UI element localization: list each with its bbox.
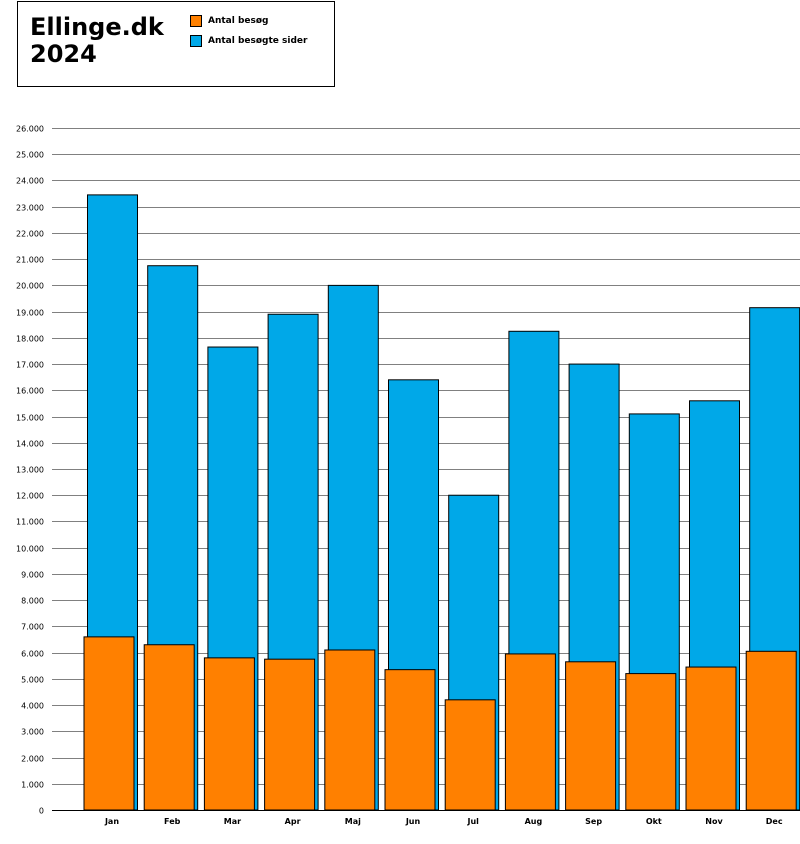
x-tick-label: Mar: [224, 817, 241, 826]
x-tick-label: Feb: [164, 817, 181, 826]
legend-swatch-visits: [190, 15, 202, 27]
x-tick-label: Sep: [585, 817, 602, 826]
x-tick-label: Dec: [766, 817, 783, 826]
bar-visits-Feb: [143, 644, 195, 811]
x-tick-label: Jun: [405, 817, 421, 826]
x-tick-label: Jan: [104, 817, 119, 826]
x-tick-label: Maj: [345, 817, 361, 826]
y-tick-label: 23.000: [16, 204, 44, 213]
x-tick-label: Aug: [525, 817, 543, 826]
y-tick-label: 18.000: [16, 335, 44, 344]
y-tick-label: 13.000: [16, 466, 44, 475]
chart-title-line1: Ellinge.dk: [30, 13, 164, 41]
y-tick-label: 26.000: [16, 125, 44, 134]
legend-swatch-pages: [190, 35, 202, 47]
legend-box: Ellinge.dk 2024 Antal besøg Antal besøgt…: [17, 1, 335, 87]
y-tick-label: 0: [39, 807, 44, 816]
bar-visits-Sep: [565, 661, 617, 811]
bar-visits-Jan: [83, 636, 135, 811]
y-tick-label: 20.000: [16, 282, 44, 291]
y-tick-label: 10.000: [16, 545, 44, 554]
bar-visits-Nov: [685, 666, 737, 811]
y-tick-label: 25.000: [16, 151, 44, 160]
y-tick-label: 21.000: [16, 256, 44, 265]
legend-label-visits: Antal besøg: [208, 16, 269, 26]
y-tick-label: 7.000: [21, 623, 44, 632]
bar-visits-Maj: [324, 649, 376, 811]
y-tick-label: 11.000: [16, 518, 44, 527]
y-tick-label: 19.000: [16, 309, 44, 318]
y-tick-label: 16.000: [16, 387, 44, 396]
legend-item-pages: Antal besøgte sider: [190, 34, 307, 48]
x-tick-label: Nov: [705, 817, 723, 826]
bar-visits-Aug: [504, 653, 556, 811]
y-tick-label: 3.000: [21, 728, 44, 737]
y-tick-label: 1.000: [21, 781, 44, 790]
y-tick-label: 15.000: [16, 414, 44, 423]
bar-visits-Jul: [444, 699, 496, 811]
chart-title-line2: 2024: [30, 40, 97, 68]
y-tick-label: 17.000: [16, 361, 44, 370]
bar-visits-Apr: [264, 658, 316, 811]
y-tick-label: 2.000: [21, 755, 44, 764]
bar-visits-Jun: [384, 669, 436, 811]
x-tick-label: Jul: [466, 817, 479, 826]
y-tick-label: 12.000: [16, 492, 44, 501]
y-tick-label: 8.000: [21, 597, 44, 606]
y-tick-label: 22.000: [16, 230, 44, 239]
y-tick-label: 14.000: [16, 440, 44, 449]
y-tick-label: 5.000: [21, 676, 44, 685]
y-tick-label: 9.000: [21, 571, 44, 580]
y-tick-label: 24.000: [16, 177, 44, 186]
y-tick-label: 6.000: [21, 650, 44, 659]
bar-visits-Dec: [745, 650, 797, 811]
legend-label-pages: Antal besøgte sider: [208, 36, 308, 46]
y-tick-label: 4.000: [21, 702, 44, 711]
bar-visits-Mar: [203, 657, 255, 811]
bar-visits-Okt: [625, 673, 677, 811]
x-tick-label: Okt: [646, 817, 662, 826]
x-tick-label: Apr: [285, 817, 301, 826]
legend-item-visits: Antal besøg: [190, 14, 269, 28]
